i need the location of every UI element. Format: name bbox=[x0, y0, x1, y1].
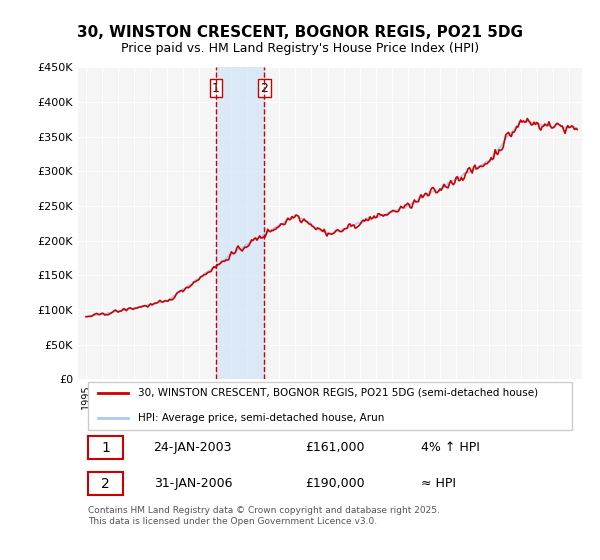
Text: 31-JAN-2006: 31-JAN-2006 bbox=[154, 477, 232, 490]
Text: 30, WINSTON CRESCENT, BOGNOR REGIS, PO21 5DG (semi-detached house): 30, WINSTON CRESCENT, BOGNOR REGIS, PO21… bbox=[139, 388, 539, 398]
Text: ≈ HPI: ≈ HPI bbox=[421, 477, 456, 490]
Text: 30, WINSTON CRESCENT, BOGNOR REGIS, PO21 5DG: 30, WINSTON CRESCENT, BOGNOR REGIS, PO21… bbox=[77, 25, 523, 40]
Text: 4% ↑ HPI: 4% ↑ HPI bbox=[421, 441, 479, 454]
Text: 1: 1 bbox=[101, 441, 110, 455]
Text: 1: 1 bbox=[212, 82, 220, 95]
Bar bbox=[216, 67, 265, 379]
Text: HPI: Average price, semi-detached house, Arun: HPI: Average price, semi-detached house,… bbox=[139, 413, 385, 423]
Text: 24-JAN-2003: 24-JAN-2003 bbox=[154, 441, 232, 454]
FancyBboxPatch shape bbox=[88, 436, 124, 459]
Text: 2: 2 bbox=[260, 82, 268, 95]
FancyBboxPatch shape bbox=[88, 472, 124, 495]
Text: Contains HM Land Registry data © Crown copyright and database right 2025.
This d: Contains HM Land Registry data © Crown c… bbox=[88, 506, 440, 526]
Text: Price paid vs. HM Land Registry's House Price Index (HPI): Price paid vs. HM Land Registry's House … bbox=[121, 42, 479, 55]
Text: £190,000: £190,000 bbox=[305, 477, 364, 490]
Text: £161,000: £161,000 bbox=[305, 441, 364, 454]
FancyBboxPatch shape bbox=[88, 382, 572, 430]
Text: 2: 2 bbox=[101, 477, 110, 491]
